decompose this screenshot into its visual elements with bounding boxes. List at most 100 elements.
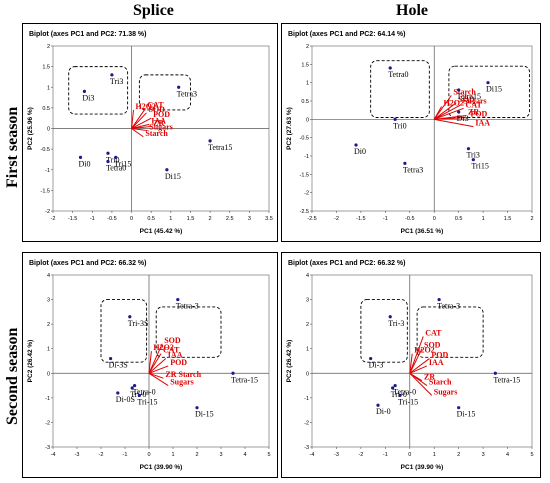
x-tick-label: -1 bbox=[383, 452, 388, 458]
variable-arrow bbox=[434, 118, 474, 128]
variable-label: POD bbox=[431, 351, 448, 360]
row-header-second-season: Second season bbox=[4, 327, 21, 425]
y-tick-label: -0.5 bbox=[41, 147, 50, 153]
observation-point bbox=[137, 393, 141, 397]
variable-arrow bbox=[131, 117, 152, 129]
chart-svg: Biplot (axes PC1 and PC2: 64.14 %) -2.5 -2… bbox=[286, 31, 534, 235]
chart-svg: Biplot (axes PC1 and PC2: 71.38 %) -2 -1.5… bbox=[27, 31, 273, 235]
observation-point bbox=[231, 371, 235, 375]
y-tick-label: 0 bbox=[47, 127, 50, 133]
observation-point bbox=[106, 159, 110, 164]
variable-label: IAA bbox=[168, 351, 183, 360]
variable-arrow bbox=[148, 372, 169, 386]
observation-label: Tetra3 bbox=[403, 165, 423, 174]
x-tick-label: 2 bbox=[195, 452, 198, 458]
y-tick-label: 1 bbox=[47, 85, 50, 91]
y-tick-label: -2 bbox=[304, 420, 309, 426]
variable-label: CAT bbox=[425, 328, 442, 337]
variable-arrow bbox=[434, 107, 464, 120]
variable-label: POD bbox=[170, 358, 187, 367]
x-tick-label: -3 bbox=[334, 452, 339, 458]
observation-label: Di3 bbox=[82, 93, 94, 102]
observation-point bbox=[110, 73, 114, 77]
variable-arrow bbox=[131, 125, 152, 129]
x-tick-label: 2 bbox=[530, 216, 533, 222]
variable-arrow bbox=[409, 353, 413, 374]
observation-label: Tetra15 bbox=[457, 92, 481, 101]
observation-label: Tri-15 bbox=[137, 397, 157, 406]
y-tick-label: 2 bbox=[306, 44, 309, 50]
observation-point bbox=[457, 406, 461, 410]
variable-label: Sugars bbox=[149, 123, 173, 132]
y-tick-label: 2 bbox=[47, 322, 50, 328]
observation-label: Tri15 bbox=[471, 162, 489, 171]
observation-point bbox=[109, 356, 113, 361]
observation-label: Tri-3S bbox=[128, 319, 149, 328]
x-tick-label: 3 bbox=[482, 452, 485, 458]
column-header-hole: Hole bbox=[396, 2, 428, 19]
observation-label: Tri15 bbox=[114, 159, 132, 168]
variable-label: H2O2 bbox=[414, 346, 434, 355]
y-axis-label: PC2 (27.63 %) bbox=[286, 107, 293, 150]
observation-label: Di15 bbox=[165, 172, 181, 181]
observation-label: Di-0 bbox=[376, 407, 391, 416]
x-tick-label: -1.5 bbox=[356, 216, 365, 222]
y-tick-label: 0.5 bbox=[301, 99, 309, 105]
observation-point bbox=[493, 371, 497, 375]
observation-point bbox=[177, 85, 181, 89]
y-tick-label: 1 bbox=[47, 347, 50, 353]
variable-label: ZR Starch bbox=[165, 370, 201, 379]
x-tick-label: 0 bbox=[147, 452, 150, 458]
group-box bbox=[448, 65, 531, 118]
variable-label: Sugars bbox=[434, 387, 458, 396]
observation-label: Tetra-3 bbox=[437, 302, 460, 311]
x-tick-label: -2.5 bbox=[307, 216, 316, 222]
row-header-first-season: First season bbox=[4, 106, 21, 188]
observation-label: Di0 bbox=[78, 159, 90, 168]
y-tick-label: 0 bbox=[47, 371, 50, 377]
x-tick-label: -1 bbox=[90, 216, 95, 222]
y-tick-label: -3 bbox=[45, 445, 50, 451]
x-tick-label: 1.5 bbox=[187, 216, 195, 222]
variable-label: IAA bbox=[151, 116, 166, 125]
x-tick-label: -2 bbox=[51, 216, 56, 222]
observation-label: Tetra-3 bbox=[176, 302, 199, 311]
y-tick-label: 3 bbox=[47, 298, 50, 304]
observation-point bbox=[471, 158, 475, 162]
group-box bbox=[155, 306, 222, 358]
variable-label: SOD bbox=[424, 341, 441, 350]
variable-arrow bbox=[148, 353, 162, 374]
biplot-hole-first-season: Biplot (axes PC1 and PC2: 64.14 %) -2.5 -2… bbox=[281, 23, 541, 242]
observation-point bbox=[106, 151, 110, 155]
x-tick-label: 4 bbox=[243, 452, 246, 458]
chart-title: Biplot (axes PC1 and PC2: 64.14 %) bbox=[288, 31, 405, 38]
x-axis-label: PC1 (39.90 %) bbox=[401, 464, 444, 471]
observation-point bbox=[398, 393, 402, 397]
observation-point bbox=[133, 383, 137, 388]
x-tick-label: 0 bbox=[130, 216, 133, 222]
observation-label: Tri-15 bbox=[398, 397, 418, 406]
x-tick-label: -2 bbox=[334, 216, 339, 222]
x-tick-label: 1.5 bbox=[504, 216, 512, 222]
observation-point bbox=[457, 110, 461, 114]
variable-label: POD bbox=[470, 110, 487, 119]
x-tick-label: -2 bbox=[99, 452, 104, 458]
observation-label: Tetra15 bbox=[208, 143, 232, 152]
group-box bbox=[138, 74, 191, 111]
variable-label: IAA bbox=[429, 358, 444, 367]
chart-title: Biplot (axes PC1 and PC2: 71.38 %) bbox=[29, 31, 146, 38]
observation-label: Tetra-15 bbox=[493, 375, 520, 384]
y-tick-label: 1 bbox=[306, 81, 309, 87]
observation-label: Tetra0 bbox=[106, 164, 126, 173]
y-tick-label: 0 bbox=[306, 371, 309, 377]
x-axis-label: PC1 (39.90 %) bbox=[140, 464, 183, 471]
variable-arrow bbox=[409, 358, 430, 374]
observation-label: Tetra-15 bbox=[231, 375, 258, 384]
y-tick-label: 4 bbox=[47, 273, 50, 279]
group-box bbox=[416, 306, 484, 358]
variable-arrow bbox=[433, 106, 442, 120]
observation-point bbox=[391, 386, 395, 390]
x-tick-label: 0 bbox=[433, 216, 436, 222]
variable-label: Starch bbox=[145, 129, 168, 138]
y-tick-label: -1 bbox=[45, 168, 50, 174]
